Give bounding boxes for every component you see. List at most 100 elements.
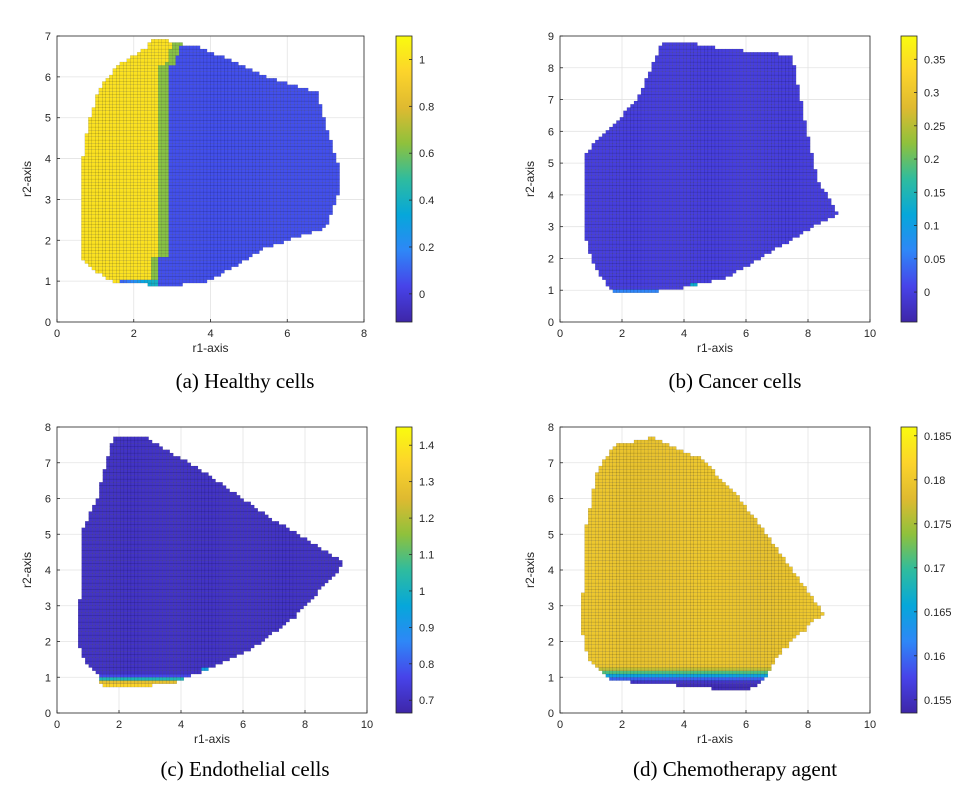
heat-cell bbox=[172, 230, 176, 235]
heat-cell bbox=[311, 172, 316, 176]
heat-cell bbox=[168, 240, 173, 245]
heat-cell bbox=[318, 221, 323, 225]
heat-cell bbox=[175, 58, 180, 63]
heat-cell bbox=[168, 159, 173, 163]
heat-cell bbox=[175, 74, 180, 79]
heat-cell bbox=[165, 78, 169, 82]
heat-cell bbox=[161, 71, 166, 76]
heat-cell bbox=[140, 169, 145, 173]
heat-cell bbox=[248, 201, 253, 206]
heat-cell bbox=[266, 91, 270, 95]
heat-cell bbox=[203, 100, 208, 105]
heat-cell bbox=[259, 240, 264, 245]
heat-cell bbox=[196, 100, 201, 105]
heat-cell bbox=[95, 234, 100, 238]
heat-cell bbox=[133, 195, 138, 199]
heat-cell bbox=[210, 159, 215, 163]
heat-cell bbox=[140, 143, 145, 147]
heat-cell bbox=[609, 263, 614, 267]
heat-cell bbox=[325, 188, 330, 193]
heat-cell bbox=[175, 113, 180, 118]
heat-cell bbox=[189, 214, 194, 219]
heat-cell bbox=[283, 149, 288, 154]
heat-cell bbox=[151, 136, 155, 141]
heat-cell bbox=[311, 175, 316, 180]
heat-cell bbox=[598, 269, 603, 274]
heat-cell bbox=[227, 65, 232, 69]
heat-cell bbox=[158, 182, 162, 186]
heat-cell bbox=[199, 208, 204, 212]
heat-cell bbox=[130, 214, 134, 219]
heat-cell bbox=[165, 182, 169, 186]
heat-cell bbox=[161, 91, 166, 95]
heat-cell bbox=[88, 211, 93, 215]
heat-cell bbox=[178, 81, 183, 85]
heat-cell bbox=[259, 91, 264, 95]
heat-cell bbox=[185, 55, 190, 59]
heat-cell bbox=[158, 276, 162, 280]
heat-cell bbox=[245, 172, 250, 176]
heat-cell bbox=[192, 58, 197, 63]
heat-cell bbox=[126, 195, 131, 199]
heat-cell bbox=[161, 74, 166, 79]
heat-cell bbox=[595, 217, 599, 222]
heat-cell bbox=[102, 247, 107, 251]
heat-cell bbox=[318, 217, 323, 222]
heat-cell bbox=[102, 100, 107, 105]
heat-cell bbox=[234, 182, 239, 186]
heat-cell bbox=[192, 126, 197, 131]
heat-cell bbox=[168, 214, 173, 219]
heat-cell bbox=[95, 162, 100, 167]
heat-cell bbox=[196, 48, 201, 53]
heat-cell bbox=[144, 156, 148, 160]
heat-cell bbox=[182, 208, 187, 212]
heat-cell bbox=[269, 139, 274, 144]
heat-cell bbox=[140, 279, 145, 284]
heat-cell bbox=[151, 240, 155, 245]
heat-cell bbox=[612, 224, 617, 228]
heat-cell bbox=[185, 84, 190, 89]
heat-cell bbox=[158, 117, 162, 121]
heat-cell bbox=[158, 123, 162, 128]
heat-cell bbox=[238, 165, 243, 170]
heat-cell bbox=[178, 48, 183, 53]
heat-cell bbox=[290, 234, 295, 238]
heat-cell bbox=[140, 230, 145, 235]
heat-cell bbox=[192, 91, 197, 95]
heat-cell bbox=[102, 260, 107, 264]
heat-cell bbox=[196, 133, 201, 137]
heat-cell bbox=[231, 195, 236, 199]
heat-cell bbox=[619, 256, 624, 261]
heat-cell bbox=[199, 230, 204, 235]
heat-cell bbox=[311, 94, 316, 98]
heat-cell bbox=[255, 227, 260, 232]
heat-cell bbox=[220, 253, 225, 258]
heat-cell bbox=[231, 74, 236, 79]
heat-cell bbox=[332, 201, 337, 206]
heat-cell bbox=[304, 149, 309, 154]
heat-cell bbox=[172, 195, 176, 199]
heat-cell bbox=[95, 139, 100, 144]
heat-cell bbox=[623, 123, 628, 128]
heat-cell bbox=[294, 182, 298, 186]
heat-cell bbox=[591, 169, 596, 173]
heat-cell bbox=[290, 182, 295, 186]
heat-cell bbox=[154, 120, 159, 124]
heat-cell bbox=[165, 224, 169, 228]
heat-cell bbox=[252, 224, 257, 228]
heat-cell bbox=[109, 165, 113, 170]
heat-cell bbox=[151, 94, 155, 98]
heat-cell bbox=[95, 247, 100, 251]
heat-cell bbox=[213, 113, 218, 118]
heat-cell bbox=[619, 208, 624, 212]
heat-cell bbox=[626, 260, 631, 264]
heat-cell bbox=[588, 169, 592, 173]
heat-cell bbox=[325, 133, 330, 137]
heat-cell bbox=[192, 260, 197, 264]
heat-cell bbox=[140, 104, 145, 108]
heat-cell bbox=[165, 74, 169, 79]
heat-cell bbox=[151, 208, 155, 212]
heat-cell bbox=[602, 188, 606, 193]
heat-cell bbox=[161, 55, 166, 59]
heat-cell bbox=[595, 175, 599, 180]
